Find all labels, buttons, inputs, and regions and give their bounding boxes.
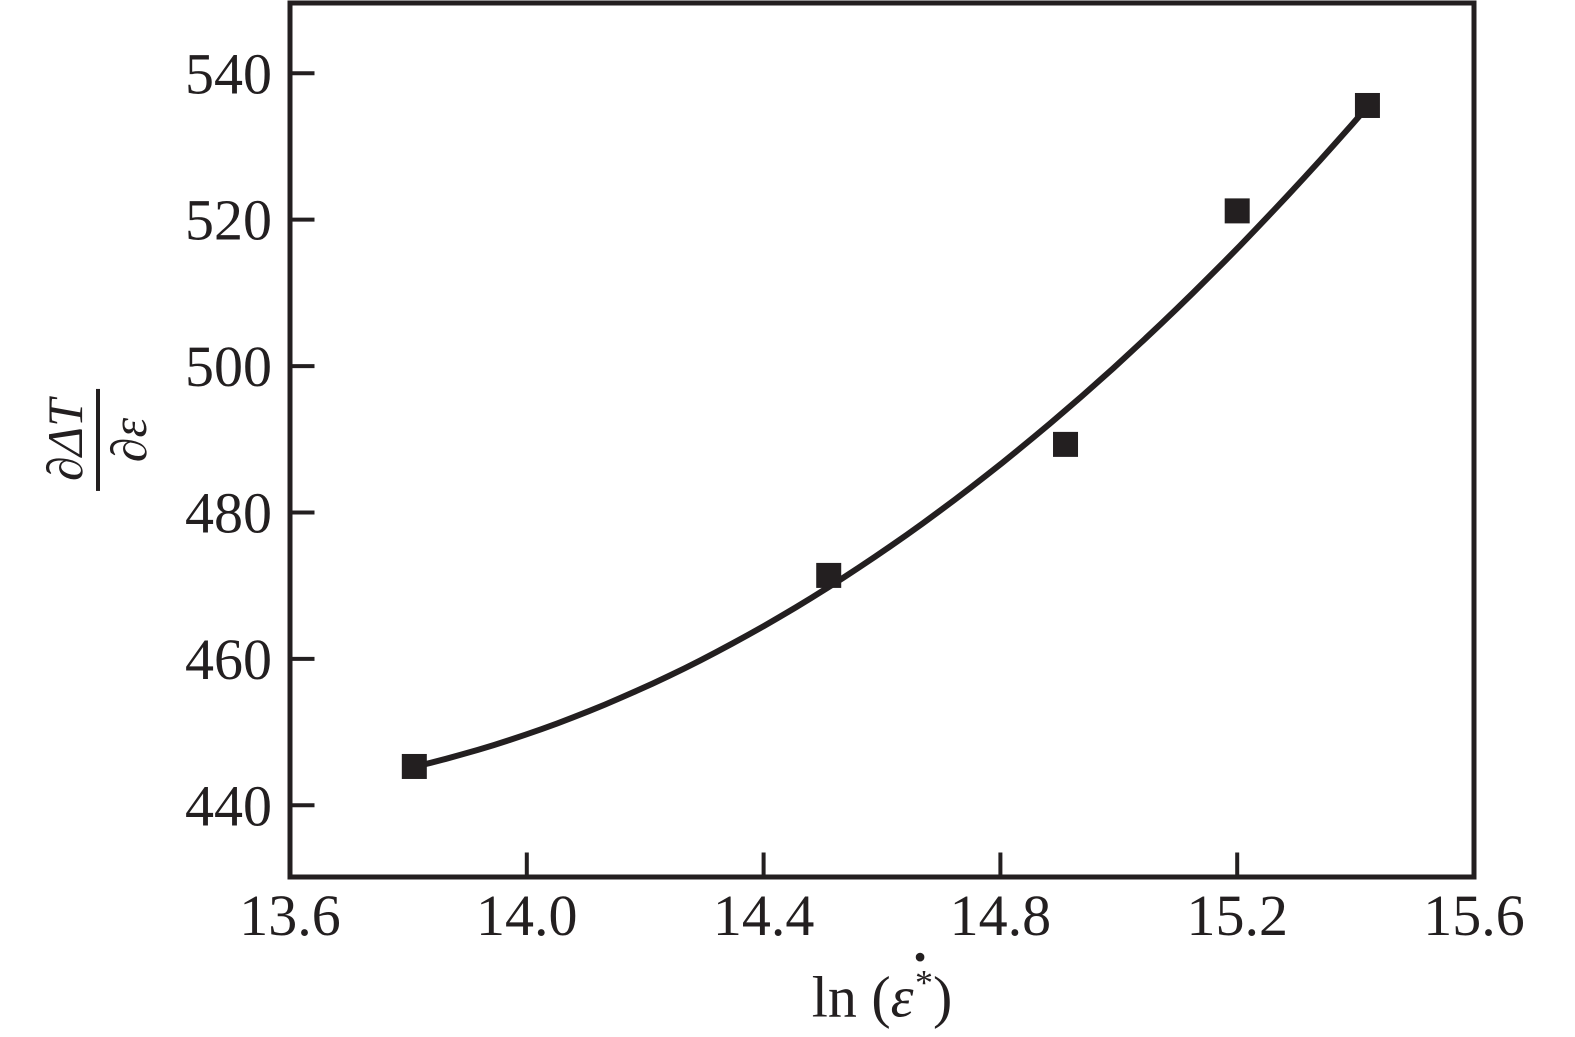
y-tick-label: 480	[185, 480, 272, 545]
data-point-marker	[1053, 431, 1079, 457]
y-axis-label: ∂ΔT ∂ε	[37, 389, 157, 491]
x-axis-label-prefix: ln (	[811, 964, 891, 1030]
y-tick-label: 540	[185, 41, 272, 106]
x-tick-label: 15.2	[1186, 883, 1288, 948]
x-axis-label-superscript: *	[914, 962, 933, 1003]
x-axis-label: ln (ε ˙ *)	[811, 941, 953, 1031]
axis-box	[287, 0, 1477, 880]
overdot-icon: ˙	[910, 941, 930, 1007]
epsilon-dot-symbol: ε ˙	[890, 941, 930, 1031]
y-axis-fraction: ∂ΔT ∂ε	[37, 389, 157, 491]
y-axis-fraction-denominator: ∂ε	[101, 417, 157, 463]
y-tick-label: 460	[185, 627, 272, 692]
x-tick-label: 14.4	[713, 883, 815, 948]
x-tick-label: 15.6	[1423, 883, 1525, 948]
epsilon-glyph: ε	[890, 964, 914, 1030]
x-tick-label: 14.8	[950, 883, 1052, 948]
data-point-marker	[401, 753, 427, 779]
y-axis-fraction-numerator: ∂ΔT	[37, 389, 100, 491]
y-tick-label: 520	[185, 188, 272, 253]
x-axis-label-suffix: )	[932, 964, 953, 1030]
fit-curve	[411, 103, 1371, 770]
data-point-marker	[816, 562, 842, 588]
x-tick-label: 14.0	[476, 883, 578, 948]
data-point-marker	[1354, 92, 1380, 118]
data-point-marker	[1224, 198, 1250, 224]
y-tick-label: 440	[185, 773, 272, 838]
y-tick-label: 500	[185, 334, 272, 399]
x-tick-label: 13.6	[239, 883, 341, 948]
